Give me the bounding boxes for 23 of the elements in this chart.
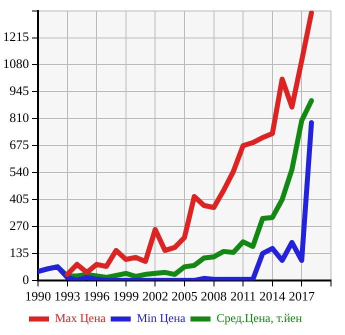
x-tick-label: 1990 xyxy=(25,288,51,304)
x-tick-label: 1993 xyxy=(54,288,80,304)
y-tick-label: 0 xyxy=(22,272,29,287)
y-tick-label: 540 xyxy=(10,164,29,179)
x-tick-label: 2005 xyxy=(172,288,198,304)
x-tick-label: 1999 xyxy=(112,288,139,304)
x-tick-label: 2011 xyxy=(230,288,256,304)
x-tick-label: 2002 xyxy=(142,288,168,304)
y-tick-label: 1080 xyxy=(3,56,29,72)
legend-label: Max Цена xyxy=(54,311,106,326)
x-tick-label: 2017 xyxy=(288,288,316,304)
y-tick-label: 810 xyxy=(10,110,29,126)
legend-label: Min Цена xyxy=(136,311,186,326)
x-tick-label: 2008 xyxy=(200,288,227,304)
y-tick-label: 270 xyxy=(10,218,29,233)
legend-label: Сред.Цена, т.йен xyxy=(216,311,303,326)
y-tick-label: 1215 xyxy=(3,29,29,44)
y-tick-label: 135 xyxy=(10,244,29,260)
x-tick-label: 2014 xyxy=(259,288,286,304)
y-tick-label: 675 xyxy=(10,137,29,152)
y-tick-label: 945 xyxy=(10,83,29,98)
y-tick-label: 405 xyxy=(10,190,29,206)
x-tick-label: 1996 xyxy=(84,288,110,304)
